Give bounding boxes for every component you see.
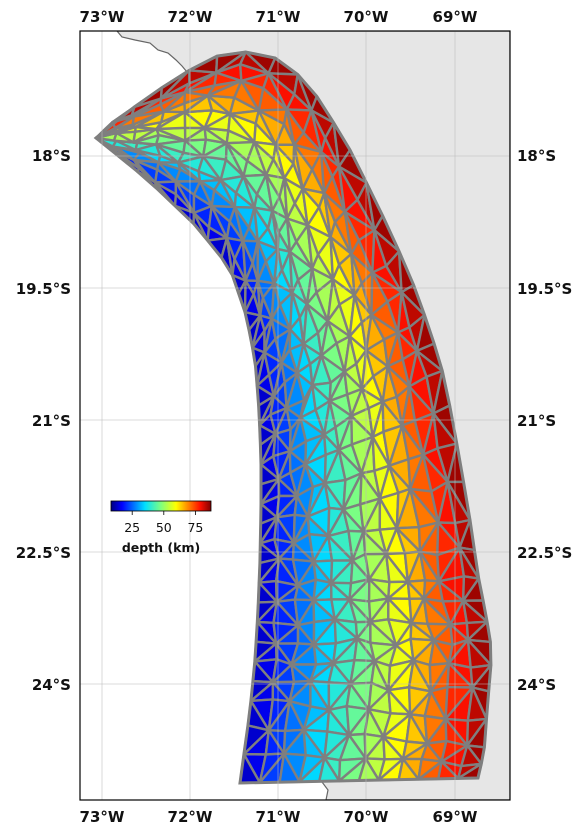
lat-label: 21°S xyxy=(32,412,71,430)
lon-label: 70°W xyxy=(344,808,389,826)
lat-labels-left: 18°S 19.5°S 21°S 22.5°S 24°S xyxy=(16,147,71,694)
lat-label: 22.5°S xyxy=(16,544,71,562)
lon-label: 71°W xyxy=(256,8,301,26)
lon-label: 69°W xyxy=(433,8,478,26)
lat-label: 19.5°S xyxy=(517,280,572,298)
lon-label: 69°W xyxy=(433,808,478,826)
lon-label: 72°W xyxy=(168,8,213,26)
lat-label: 18°S xyxy=(32,147,71,165)
lat-label: 19.5°S xyxy=(16,280,71,298)
lon-label: 71°W xyxy=(256,808,301,826)
lat-label: 18°S xyxy=(517,147,556,165)
colorbar-tick-label: 75 xyxy=(187,520,203,535)
gridlines xyxy=(80,31,510,800)
lat-label: 24°S xyxy=(32,676,71,694)
lat-label: 21°S xyxy=(517,412,556,430)
colorbar-tick-label: 50 xyxy=(156,520,172,535)
colorbar: 25 50 75 depth (km) xyxy=(110,500,212,555)
mesh-outline xyxy=(93,50,493,785)
lon-labels-bottom: 73°W 72°W 71°W 70°W 69°W xyxy=(80,808,478,826)
lat-label: 24°S xyxy=(517,676,556,694)
colorbar-gradient xyxy=(110,500,212,512)
lat-labels-right: 18°S 19.5°S 21°S 22.5°S 24°S xyxy=(517,147,572,694)
lon-label: 72°W xyxy=(168,808,213,826)
colorbar-label: depth (km) xyxy=(122,540,200,555)
lon-labels-top: 73°W 72°W 71°W 70°W 69°W xyxy=(80,8,478,26)
lon-label: 73°W xyxy=(80,808,125,826)
lon-label: 73°W xyxy=(80,8,125,26)
colorbar-tick-label: 25 xyxy=(124,520,140,535)
lat-label: 22.5°S xyxy=(517,544,572,562)
lon-label: 70°W xyxy=(344,8,389,26)
map-frame xyxy=(79,30,511,801)
